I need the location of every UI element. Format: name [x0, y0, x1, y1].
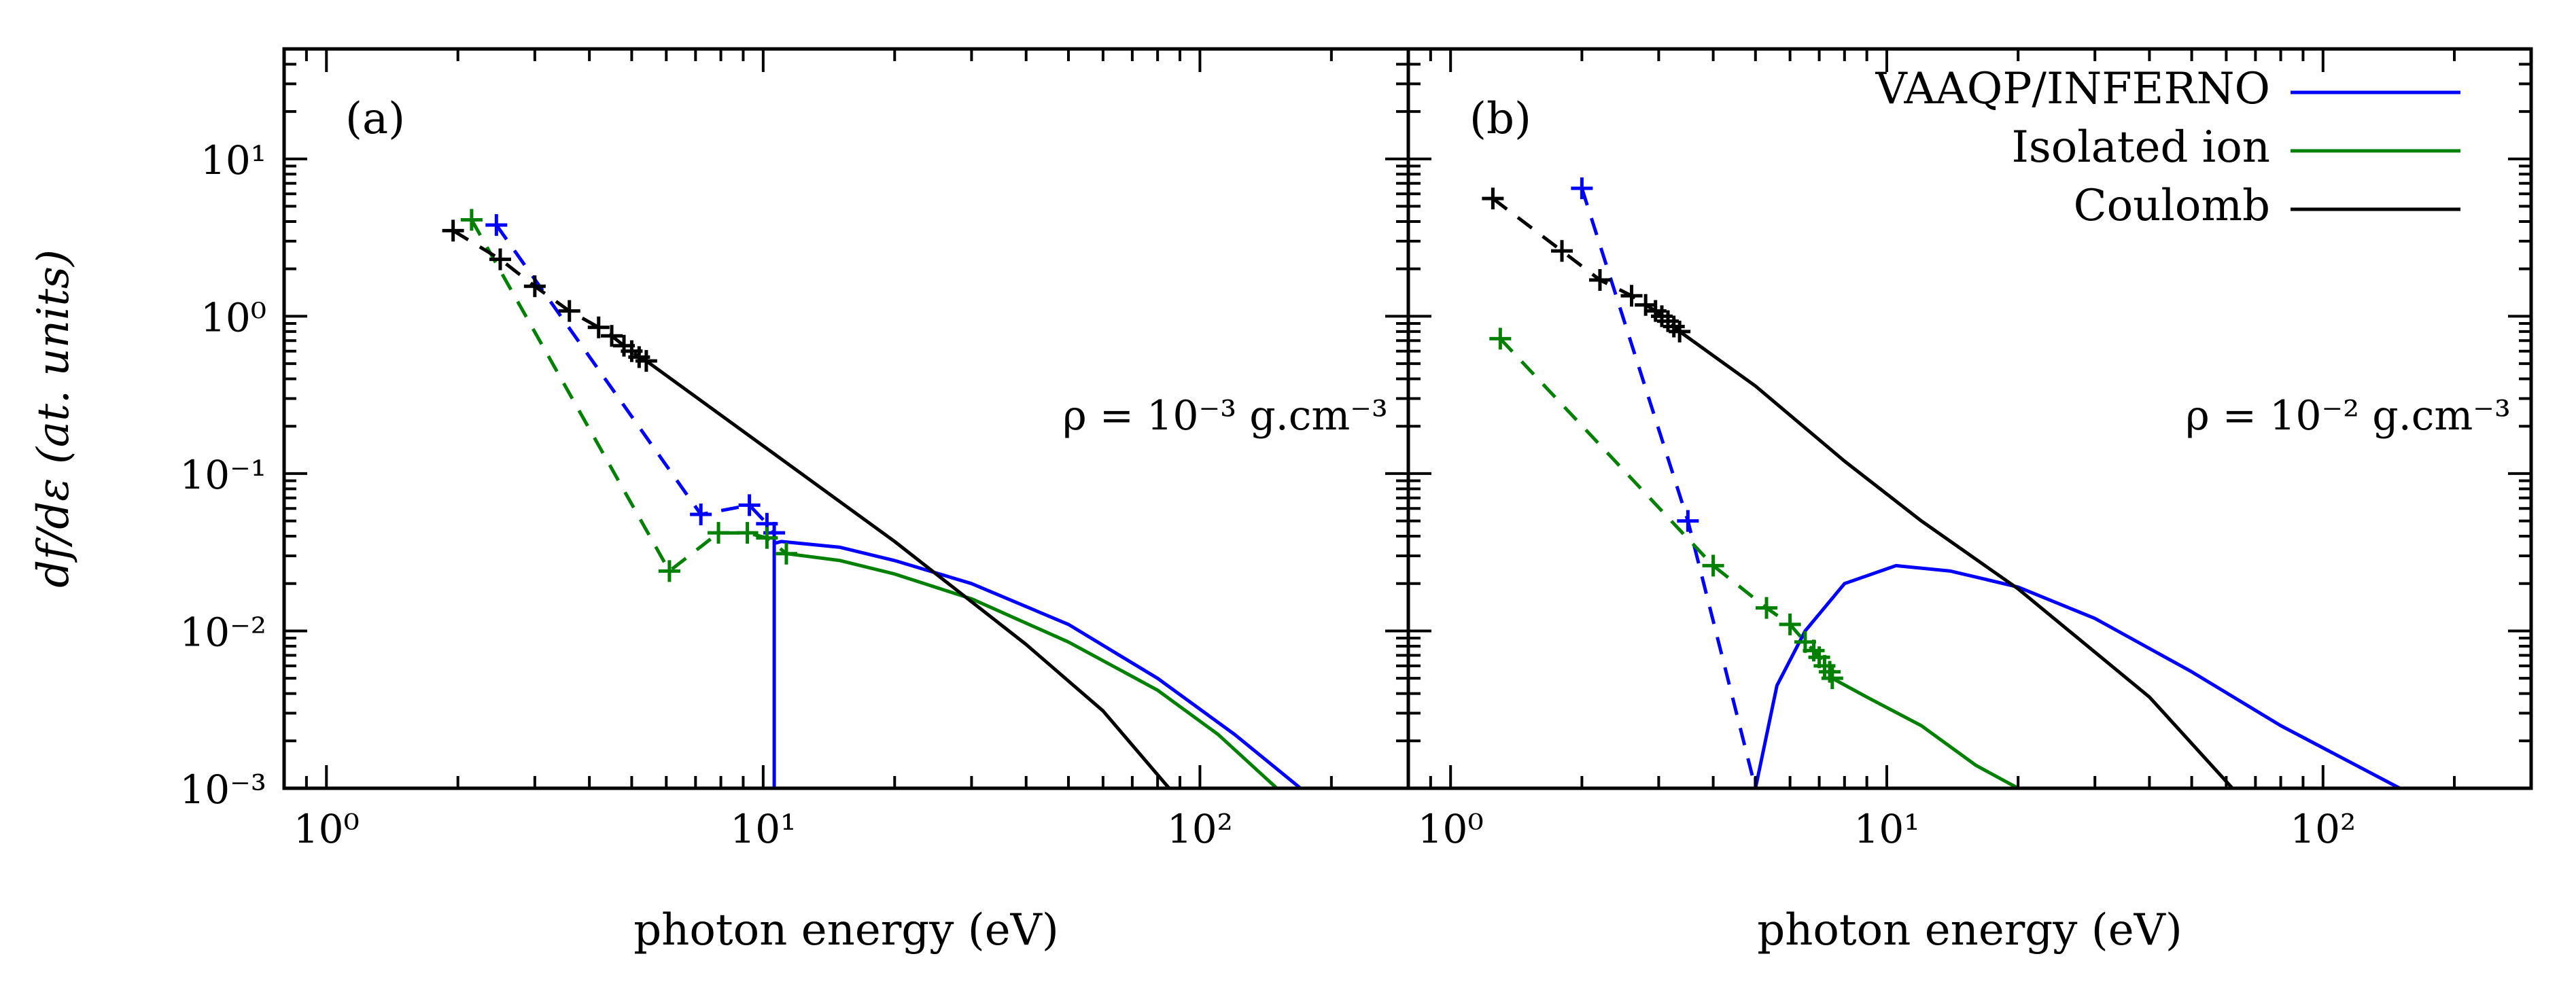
- series-coulomb-marker: [523, 275, 546, 298]
- series-isolated-ion-line: [1499, 337, 1834, 680]
- axis-ticks-b: [1407, 48, 2533, 790]
- series-coulomb-marker: [1588, 269, 1611, 292]
- x-tick-label-b: 10²: [2290, 806, 2356, 852]
- series-coulomb-line: [1678, 330, 2234, 788]
- series-coulomb-marker: [558, 300, 580, 322]
- series-coulomb-marker: [1669, 320, 1691, 342]
- plot-area-b: [1482, 177, 2401, 788]
- series-isolated-ion-line: [470, 219, 788, 573]
- series-isolated-ion-line: [786, 552, 1278, 788]
- series-coulomb-marker: [489, 248, 511, 270]
- series-vaaqp-inferno-line: [495, 224, 776, 534]
- series-vaaqp-inferno-marker: [485, 214, 508, 236]
- density-annotation-a: ρ = 10⁻³ g.cm⁻³: [1062, 392, 1388, 440]
- series-isolated-ion-marker: [460, 209, 483, 231]
- y-tick-label: 10⁻¹: [179, 452, 266, 498]
- series-vaaqp-inferno-marker: [690, 504, 712, 526]
- x-axis-title-b: photon energy (eV): [1757, 905, 2182, 955]
- series-isolated-ion-marker: [1489, 328, 1512, 350]
- x-axis-title-a: photon energy (eV): [633, 905, 1059, 955]
- legend: VAAQP/INFERNO Isolated ion Coulomb: [1875, 64, 2460, 231]
- panel-a: (a) ρ = 10⁻³ g.cm⁻³ photon energy (eV) d…: [29, 47, 1410, 955]
- panel-b: (b) ρ = 10⁻² g.cm⁻³ photon energy (eV) 1…: [1406, 47, 2533, 955]
- panel-label-b: (b): [1469, 94, 1531, 144]
- series-isolated-ion-line: [1831, 677, 2019, 788]
- legend-label-coulomb: Coulomb: [2074, 181, 2270, 231]
- series-isolated-ion-marker: [658, 560, 680, 582]
- series-coulomb-marker: [1482, 188, 1504, 210]
- series-isolated-ion-marker: [736, 522, 759, 544]
- y-tick-label: 10⁻³: [179, 767, 266, 813]
- series-vaaqp-inferno-marker: [738, 494, 761, 516]
- series-vaaqp-inferno-marker: [1677, 510, 1699, 532]
- series-isolated-ion-marker: [1702, 554, 1724, 577]
- series-isolated-ion-marker: [756, 527, 778, 549]
- y-axis-title: df/dε (at. units): [29, 249, 79, 588]
- series-coulomb-line: [452, 229, 648, 363]
- series-coulomb-marker: [1620, 285, 1643, 307]
- series-coulomb-line: [1491, 197, 1681, 333]
- series-vaaqp-inferno-marker: [1571, 177, 1593, 200]
- series-isolated-ion-marker: [1779, 613, 1801, 635]
- series-coulomb-marker: [601, 325, 623, 347]
- x-tick-label-a: 10⁰: [294, 806, 360, 852]
- legend-label-vaaqp: VAAQP/INFERNO: [1875, 64, 2270, 114]
- x-tick-label-a: 10²: [1167, 806, 1233, 852]
- legend-label-isolated-ion: Isolated ion: [2012, 122, 2270, 173]
- series-coulomb-line: [645, 359, 1171, 788]
- y-tick-label: 10⁻²: [179, 609, 266, 655]
- plot-area-a: [442, 209, 1302, 788]
- x-tick-label-b: 10⁰: [1418, 806, 1484, 852]
- y-tick-label: 10¹: [201, 137, 266, 183]
- axis-ticks-a: [283, 48, 1410, 790]
- x-tick-label-a: 10¹: [730, 806, 796, 852]
- series-coulomb-marker: [587, 316, 610, 338]
- y-tick-label: 10⁰: [201, 294, 266, 340]
- series-vaaqp-inferno-line: [1754, 563, 2401, 788]
- panel-label-a: (a): [345, 94, 405, 144]
- plot-frame-b: [1406, 47, 2533, 790]
- series-isolated-ion-marker: [708, 522, 730, 544]
- density-annotation-b: ρ = 10⁻² g.cm⁻³: [2185, 392, 2511, 440]
- series-isolated-ion-marker: [1756, 597, 1778, 619]
- series-coulomb-marker: [1551, 240, 1573, 262]
- series-coulomb-marker: [442, 219, 464, 242]
- series-isolated-ion-marker: [1821, 667, 1843, 690]
- x-tick-label-b: 10¹: [1853, 806, 1919, 852]
